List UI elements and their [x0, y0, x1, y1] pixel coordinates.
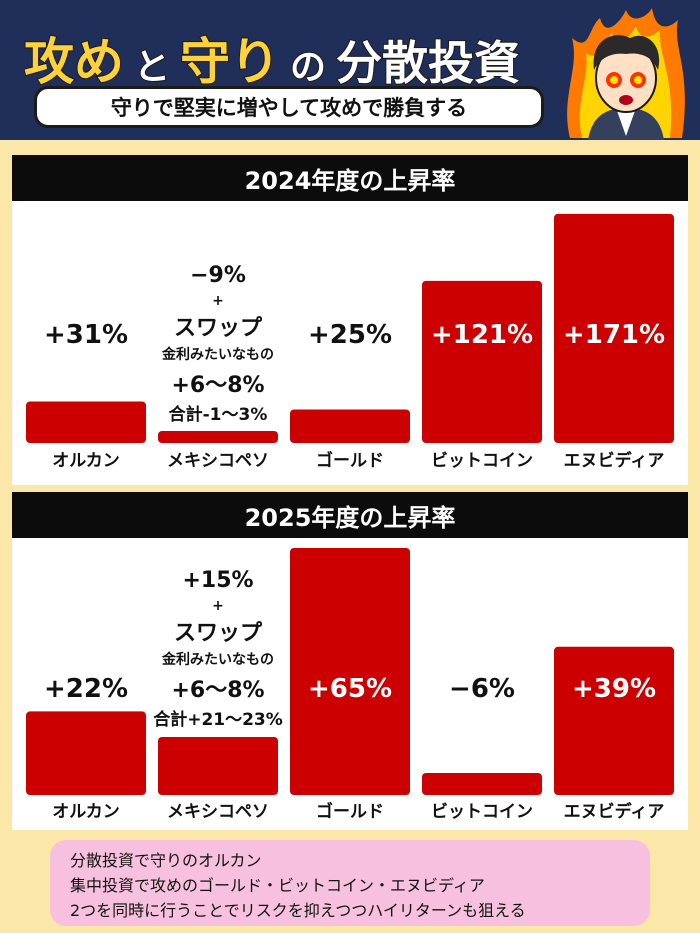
bar [26, 401, 146, 443]
bar [422, 773, 542, 795]
bar [290, 548, 410, 795]
peso-annotation: 合計-1〜3% [169, 404, 268, 425]
peso-annotation: +15% [182, 568, 253, 593]
title-attack: 攻め [23, 32, 125, 92]
data-label: +65% [308, 674, 392, 704]
category-label: オルカン [52, 802, 120, 822]
bar [158, 737, 278, 795]
category-label: メキシコペソ [167, 451, 269, 471]
bar [554, 213, 674, 443]
category-label: オルカン [52, 451, 120, 471]
header-banner: 攻め と 守り の 分散投資 守りで堅実に増やして攻めで勝負する [0, 0, 700, 140]
peso-annotation: スワップ [174, 316, 263, 341]
note-line: 集中投資で攻めのゴールド・ビットコイン・エヌビディア [70, 876, 485, 895]
summary-note: 分散投資で守りのオルカン 集中投資で攻めのゴールド・ビットコイン・エヌビディア … [50, 840, 650, 926]
peso-annotation: 金利みたいなもの [161, 346, 274, 363]
page-title: 攻め と 守り の 分散投資 [23, 22, 521, 92]
title-defense: 守り [179, 32, 281, 92]
data-label: +25% [308, 320, 392, 350]
category-label: ゴールド [316, 450, 384, 471]
category-label: メキシコペソ [167, 802, 269, 822]
bar [422, 280, 542, 443]
data-label: +31% [44, 320, 128, 350]
peso-annotation: +6〜8% [171, 678, 264, 703]
chart-title-2024: 2024年度の上昇率 [12, 155, 688, 201]
bar [26, 711, 146, 795]
peso-annotation: +6〜8% [171, 373, 264, 398]
angry-man-flames-icon [567, 8, 685, 140]
category-label: ビットコイン [431, 802, 533, 822]
title-and: と [133, 46, 171, 89]
chart-title-2025: 2025年度の上昇率 [12, 492, 688, 538]
peso-annotation: 金利みたいなもの [161, 651, 274, 668]
note-line: 分散投資で守りのオルカン [70, 851, 262, 870]
category-label: エヌビディア [564, 450, 665, 471]
category-label: ビットコイン [431, 451, 533, 471]
peso-annotation: スワップ [174, 621, 263, 646]
bar [290, 409, 410, 443]
bar [158, 431, 278, 443]
category-label: エヌビディア [564, 801, 665, 822]
title-no: の [289, 46, 327, 89]
peso-annotation: 合計+21〜23% [153, 709, 283, 730]
peso-annotation: + [212, 598, 224, 614]
subtitle-bubble: 守りで堅実に増やして攻めで勝負する [34, 86, 544, 128]
category-label: ゴールド [316, 801, 384, 822]
data-label: +22% [44, 674, 128, 704]
peso-annotation: + [212, 293, 224, 309]
data-label: −6% [449, 674, 515, 704]
bar [554, 646, 674, 795]
data-label: +39% [572, 674, 656, 704]
data-label: +171% [563, 320, 665, 350]
note-line: 2つを同時に行うことでリスクを抑えつつハイリターンも狙える [70, 901, 526, 920]
data-label: +121% [431, 320, 533, 350]
peso-annotation: −9% [190, 263, 246, 288]
title-diversified: 分散投資 [335, 35, 521, 91]
